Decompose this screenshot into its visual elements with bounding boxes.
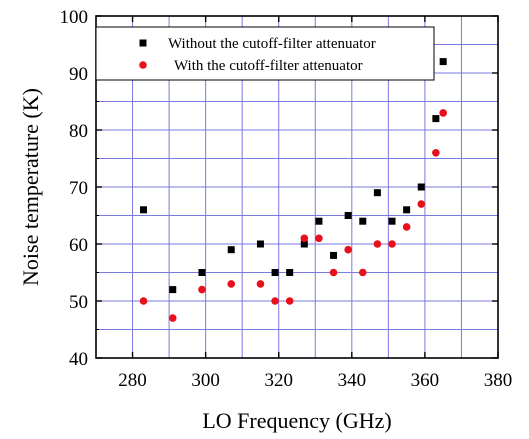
x-tick-label: 340 [338, 370, 367, 391]
data-point-without-filter [140, 206, 148, 214]
data-point-without-filter [271, 269, 279, 276]
data-points [139, 58, 447, 322]
x-tick-label: 300 [191, 370, 220, 391]
data-point-with-filter [388, 240, 396, 248]
data-point-with-filter [285, 297, 294, 305]
data-point-with-filter [227, 280, 236, 288]
data-point-with-filter [358, 268, 367, 277]
data-point-without-filter [373, 189, 381, 197]
data-point-without-filter [169, 286, 177, 294]
data-point-with-filter [373, 240, 382, 248]
legend-label: Without the cutoff-filter attenuator [168, 36, 376, 52]
data-point-with-filter [300, 234, 309, 243]
data-point-with-filter [344, 245, 352, 254]
x-tick-label: 360 [411, 370, 440, 391]
y-tick-label: 100 [60, 7, 89, 28]
legend: Without the cutoff-filter attenuator With… [95, 26, 435, 81]
data-point-without-filter [344, 212, 352, 219]
data-point-without-filter [227, 246, 235, 254]
data-point-without-filter [300, 240, 308, 248]
y-axis-title: Noise temperature (K) [18, 88, 43, 286]
legend-label: With the cutoff-filter attenuator [174, 58, 363, 74]
data-point-with-filter [329, 268, 338, 277]
data-point-without-filter [359, 217, 367, 225]
data-point-without-filter [403, 206, 411, 214]
x-tick-labels: 280 300 320 340 360 380 [118, 370, 512, 391]
y-tick-label: 70 [69, 178, 88, 199]
y-tick-label: 40 [69, 349, 88, 370]
data-point-without-filter [417, 183, 425, 191]
y-tick-label: 60 [69, 235, 88, 256]
x-tick-label: 380 [484, 370, 513, 391]
data-point-without-filter [439, 58, 447, 66]
data-point-without-filter [432, 115, 440, 123]
x-axis-title: LO Frequency (GHz) [202, 408, 391, 433]
legend-marker-circle [139, 61, 147, 69]
x-tick-label: 280 [118, 370, 147, 391]
data-point-with-filter [315, 234, 323, 243]
data-point-without-filter [198, 269, 206, 276]
data-point-without-filter [256, 240, 264, 248]
legend-box [95, 26, 435, 81]
data-point-without-filter [315, 217, 323, 225]
data-point-with-filter [402, 223, 411, 231]
data-point-without-filter [286, 269, 294, 276]
y-tick-label: 80 [69, 121, 88, 142]
y-tick-labels: 40 50 60 70 80 90 100 [60, 7, 89, 370]
data-point-with-filter [256, 280, 265, 288]
y-tick-label: 50 [69, 292, 88, 313]
data-point-with-filter [417, 200, 426, 208]
y-tick-label: 90 [69, 64, 88, 85]
data-point-with-filter [439, 109, 447, 117]
x-tick-label: 320 [264, 370, 293, 391]
legend-marker-square [139, 39, 147, 47]
data-point-without-filter [388, 217, 396, 225]
data-point-with-filter [168, 314, 177, 322]
data-point-without-filter [330, 251, 338, 259]
data-point-with-filter [198, 285, 206, 294]
data-point-with-filter [432, 149, 440, 157]
data-point-with-filter [139, 297, 148, 305]
data-point-with-filter [271, 297, 279, 305]
axis-ticks [96, 15, 499, 359]
